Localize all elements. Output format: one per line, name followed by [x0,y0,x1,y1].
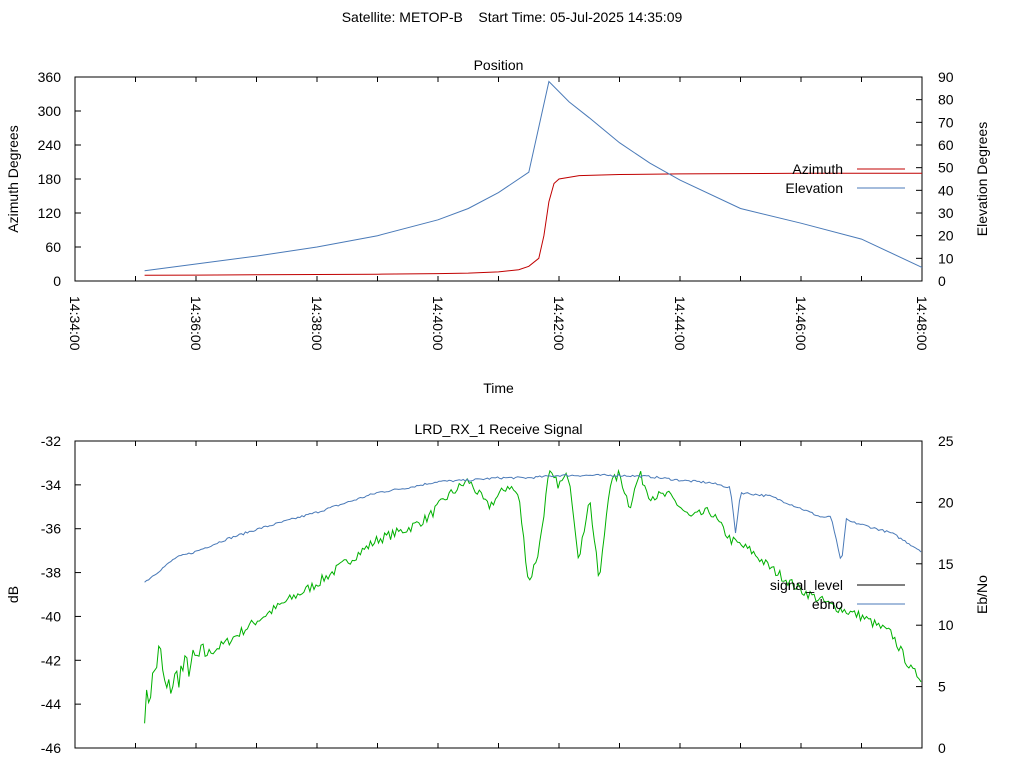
y2-tick-label: 15 [938,556,954,572]
charts-group: Position06012018024030036001020304050607… [5,57,990,756]
y2-tick-label: 60 [938,137,954,153]
x-tick-label: 14:44:00 [672,296,688,351]
y-tick-label: -38 [41,565,61,581]
legend-label: Azimuth [792,161,843,177]
legend-label: ebno [812,596,843,612]
page-title: Satellite: METOP-B Start Time: 05-Jul-20… [342,9,683,25]
x-tick-label: 14:36:00 [188,296,204,351]
y-tick-label: 240 [38,137,62,153]
y-tick-label: -36 [41,521,61,537]
y-tick-label: -46 [41,740,61,756]
x-tick-label: 14:38:00 [309,296,325,351]
series-line-Azimuth [144,172,922,276]
y2-tick-label: 0 [938,740,946,756]
series-line-ebno [144,473,922,583]
y2-tick-label: 80 [938,92,954,108]
y-axis-label: Azimuth Degrees [5,125,21,232]
y-tick-label: 120 [38,205,62,221]
chart-title: LRD_RX_1 Receive Signal [414,421,582,437]
chart-title: Position [474,57,524,73]
y2-axis-label: Eb/No [974,575,990,614]
y-tick-label: -32 [41,433,61,449]
series-line-Elevation [144,80,923,272]
y-tick-label: 0 [53,273,61,289]
series-line-signal-level [144,468,922,724]
x-tick-label: 14:42:00 [551,296,567,351]
chart-0: Position 0 60 120 180 240 300 360 0 10 20 30 40 50 60 7… [5,57,990,396]
y-tick-label: 180 [38,171,62,187]
y-tick-label: -44 [41,696,61,712]
y-tick-label: -34 [41,477,61,493]
y-tick-label: -40 [41,608,61,624]
y2-tick-label: 40 [938,182,954,198]
y2-tick-label: 25 [938,433,954,449]
y2-tick-label: 20 [938,494,954,510]
y-axis-label: dB [5,586,21,603]
y2-tick-label: 50 [938,160,954,176]
x-tick-label: 14:40:00 [430,296,446,351]
y2-tick-label: 10 [938,250,954,266]
y2-tick-label: 70 [938,114,954,130]
y2-axis-label: Elevation Degrees [974,122,990,236]
legend-label: Elevation [785,180,843,196]
y2-tick-label: 5 [938,679,946,695]
x-tick-label: 14:48:00 [914,296,930,351]
x-axis-label: Time [483,380,514,396]
y2-tick-label: 90 [938,69,954,85]
plot-frame [74,440,923,749]
x-tick-label: 14:46:00 [793,296,809,351]
y2-tick-label: 10 [938,617,954,633]
x-tick-label: 14:34:00 [67,296,83,351]
y2-tick-label: 0 [938,273,946,289]
y2-tick-label: 20 [938,228,954,244]
y-tick-label: -42 [41,652,61,668]
y-tick-label: 360 [38,69,62,85]
y2-tick-label: 30 [938,205,954,221]
legend-label: signal_level [770,577,843,593]
chart-1: LRD_RX_1 Receive Signal -46 -44 -42 -40 -38 -3… [5,421,990,756]
y-tick-label: 60 [45,239,61,255]
plot-frame [74,76,923,282]
y-tick-label: 300 [38,103,62,119]
